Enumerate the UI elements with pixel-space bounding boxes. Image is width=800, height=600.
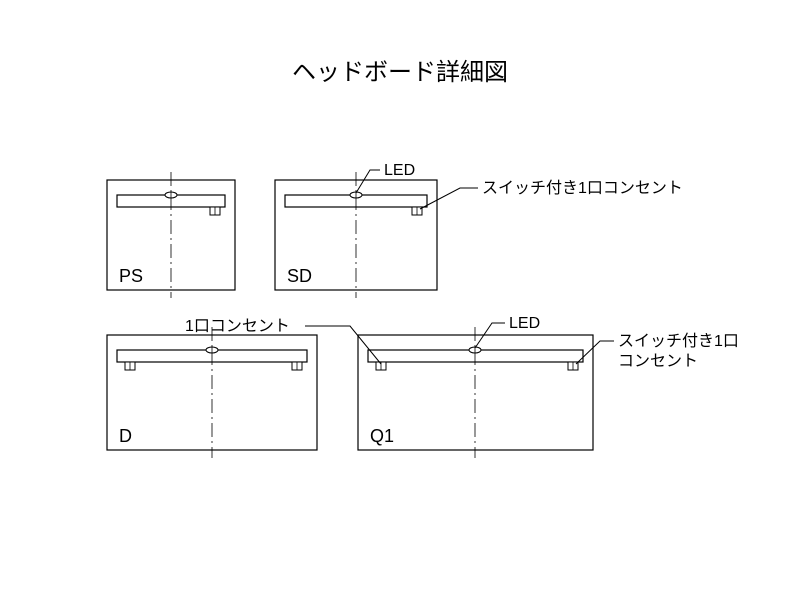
page-title: ヘッドボード詳細図 (292, 59, 508, 86)
callout-outlet-left: 1口コンセント (185, 318, 381, 364)
callout-switch-outlet-bottom: スイッチ付き1口 コンセント (576, 332, 739, 370)
callout-outlet-left-label: 1口コンセント (185, 318, 290, 335)
led-marker-ps (165, 192, 177, 198)
panel-ps-label: PS (119, 266, 143, 286)
outlet-marker-q1-left (376, 362, 386, 370)
callout-led-bottom: LED (475, 315, 540, 348)
panel-d-label: D (119, 426, 132, 446)
panel-sd-label: SD (287, 266, 312, 286)
callout-switch-outlet-bottom-l1: スイッチ付き1口 (618, 332, 739, 350)
panel-q1-label: Q1 (370, 426, 394, 446)
outlet-marker-d-right (292, 362, 302, 370)
callout-led-top-label: LED (384, 162, 415, 179)
panel-ps: PS (107, 172, 235, 298)
callout-switch-outlet-bottom-l2: コンセント (618, 353, 698, 370)
led-marker-d (206, 347, 218, 353)
panel-sd: SD (275, 172, 437, 298)
callout-switch-outlet-top-label: スイッチ付き1口コンセント (482, 179, 683, 197)
callout-led-bottom-label: LED (509, 315, 540, 332)
outlet-marker-d-left (125, 362, 135, 370)
outlet-marker-ps (210, 207, 220, 215)
callout-led-top: LED (356, 162, 415, 193)
callout-switch-outlet-top: スイッチ付き1口コンセント (420, 179, 683, 209)
diagram-canvas: ヘッドボード詳細図 PS SD (0, 0, 800, 600)
panel-d: D (107, 327, 317, 458)
